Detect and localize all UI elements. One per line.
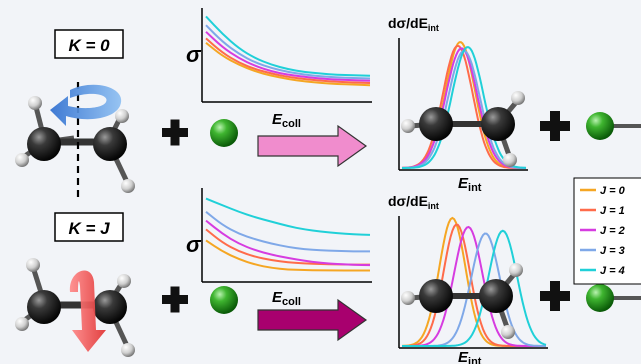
k-label-bottom: K = J [68,219,110,238]
hydrogen-atom-icon [28,96,42,110]
hydrogen-atom-icon [117,274,131,288]
carbon-atom-icon [93,290,127,324]
hydrogen-atom-icon [15,153,29,167]
legend: J = 0 J = 1 J = 2 J = 3 J = 4 [573,177,641,285]
legend-label: J = 1 [600,205,625,217]
sigma-label-top: σ [186,42,202,67]
dsigma-label-bottom: dσ/dEint [388,193,439,211]
carbon-atom-icon [419,279,453,313]
dist-series-bottom [401,216,547,347]
chlorine-atom-icon [586,284,614,312]
ethane-molecule-bottom [15,258,135,357]
hydrogen-atom-icon [15,317,29,331]
chlorine-atom-icon [210,119,238,147]
hydrogen-atom-icon [503,153,517,167]
plus-icon [162,119,188,146]
hydrogen-atom-icon [509,263,523,277]
legend-label: J = 0 [600,185,626,197]
ecoll-label-top: Ecoll [272,111,301,130]
reaction-arrow-top [257,124,368,168]
hydrogen-atom-icon [115,109,129,123]
sigma-chart-top: σ Ecoll [186,8,372,130]
k-label-box-top: K = 0 [54,29,124,59]
eint-label-top: Eint [458,175,482,194]
hcl-molecule-bottom [586,284,641,312]
sigma-line-j0 [205,239,370,272]
sigma-line-j2 [205,31,371,82]
sigma-line-j1 [205,37,371,84]
reaction-arrow-bottom [257,298,368,342]
chlorine-atom-icon [586,112,614,140]
sigma-series-top [205,15,371,87]
plus-icon [540,111,570,141]
red-rotation-arrow-icon [69,270,106,352]
distribution-chart-top: dσ/dEint Eint [388,15,528,194]
distribution-chart-bottom: dσ/dEint Eint [388,193,548,364]
plus-icon [162,286,188,313]
ecoll-label-bottom: Ecoll [272,289,301,308]
k-label-top: K = 0 [68,36,110,55]
carbon-atom-icon [27,127,61,161]
k-label-box-bottom: K = J [54,212,124,242]
sigma-line-j2 [205,219,371,267]
blue-rotation-arrow-icon [50,84,122,126]
sigma-line-j4 [205,15,371,77]
hydrogen-atom-icon [401,291,415,305]
hcl-molecule-top [586,112,641,140]
distribution-line-j2 [402,225,546,347]
hydrogen-atom-icon [511,91,525,105]
carbon-atom-icon [93,127,127,161]
sigma-chart-bottom: σ Ecoll [186,188,372,308]
hydrogen-atom-icon [501,325,515,339]
legend-label: J = 2 [600,225,625,237]
plus-icon [540,281,570,311]
sigma-line-j4 [205,197,371,236]
legend-label: J = 3 [600,245,625,257]
sigma-label-bottom: σ [186,232,202,257]
hydrogen-atom-icon [121,179,135,193]
sigma-line-j3 [205,24,371,80]
sigma-series-bottom [205,197,371,272]
hydrogen-atom-icon [26,258,40,272]
sigma-line-j3 [205,211,370,253]
distribution-line-j4 [402,229,547,347]
carbon-atom-icon [481,107,515,141]
ethyl-radical-bottom [401,263,523,339]
hydrogen-atom-icon [121,343,135,357]
carbon-atom-icon [419,107,453,141]
ethane-molecule-top [15,82,135,200]
sigma-line-j0 [205,42,371,87]
chlorine-atom-icon [210,286,238,314]
carbon-atom-icon [479,279,513,313]
legend-label: J = 4 [600,265,625,277]
hydrogen-atom-icon [401,119,415,133]
dsigma-label-top: dσ/dEint [388,15,439,33]
ethyl-radical-top [401,91,525,167]
eint-label-bottom: Eint [458,349,482,364]
carbon-atom-icon [27,290,61,324]
distribution-line-j1 [401,44,526,169]
